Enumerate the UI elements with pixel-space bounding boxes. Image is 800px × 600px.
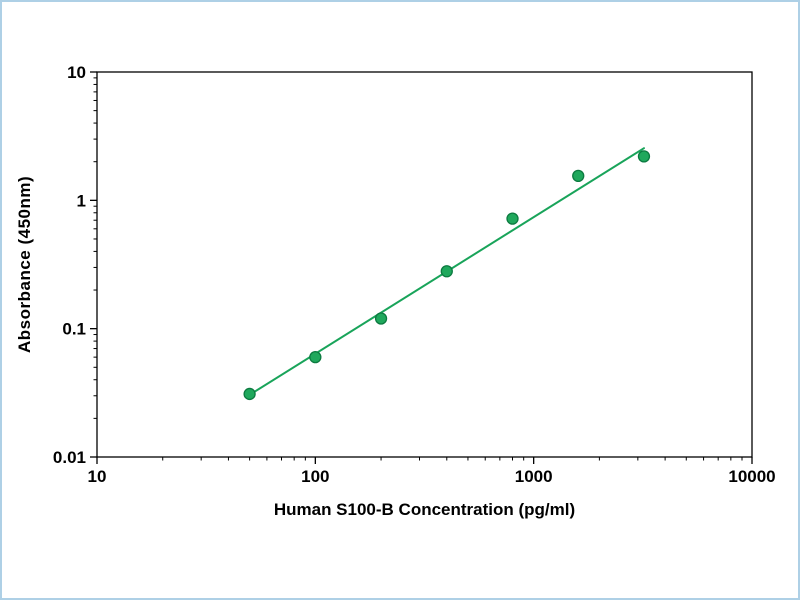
x-tick-label: 10 <box>88 467 107 486</box>
y-tick-label: 0.1 <box>62 320 86 339</box>
data-point <box>243 387 256 401</box>
y-tick-label: 0.01 <box>53 448 86 467</box>
x-tick-label: 100 <box>301 467 329 486</box>
data-point <box>572 169 585 183</box>
x-tick-label: 10000 <box>728 467 775 486</box>
y-tick-label: 10 <box>67 63 86 82</box>
y-axis-title: Absorbance (450nm) <box>15 175 34 354</box>
data-point <box>309 350 322 364</box>
x-tick-label: 1000 <box>515 467 553 486</box>
x-axis-title: Human S100-B Concentration (pg/ml) <box>273 500 576 519</box>
data-point <box>440 265 453 278</box>
data-point <box>506 212 519 225</box>
y-tick-label: 1 <box>77 191 86 210</box>
data-point <box>637 150 651 163</box>
plot-frame <box>96 71 753 458</box>
data-point <box>374 312 388 325</box>
